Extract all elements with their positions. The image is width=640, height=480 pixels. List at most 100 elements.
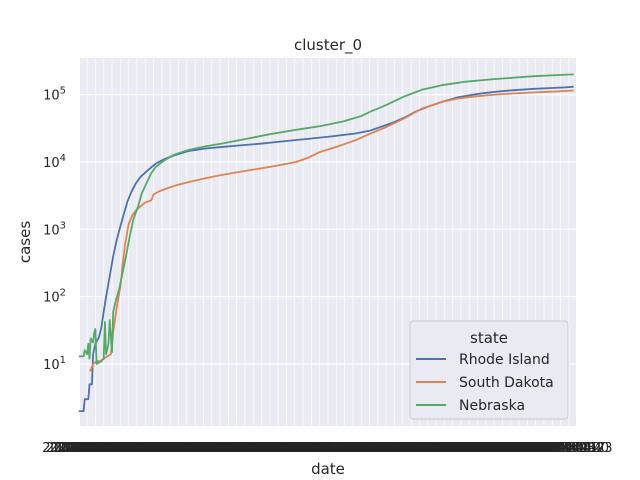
x-tick-label: 2020-06-12 — [163, 441, 239, 456]
x-tick-label: 2020-10-31 — [331, 441, 407, 456]
x-tick-label: 2021-04-17 — [530, 441, 606, 456]
x-tick-label: 2020-04-10 — [88, 441, 164, 456]
x-tick-label: 2021-01-14 — [420, 441, 496, 456]
x-tick-label: 2020-12-15 — [384, 441, 460, 456]
x-tick-label: 2020-12-09 — [377, 441, 453, 456]
x-tick-label: 2020-03-17 — [60, 441, 136, 456]
x-tick-label: 2021-04-20 — [533, 441, 609, 456]
x-tick-label: 2020-11-27 — [363, 441, 439, 456]
x-tick-label: 2020-08-08 — [231, 441, 307, 456]
x-tick-label: 2020-11-06 — [338, 441, 414, 456]
x-tick-label: 2020-03-08 — [49, 441, 125, 456]
x-tick-label: 2021-02-28 — [473, 441, 549, 456]
x-tick-label: 2020-03-14 — [56, 441, 132, 456]
x-tick-label: 2020-10-16 — [313, 441, 389, 456]
x-tick-label: 2020-11-12 — [345, 441, 421, 456]
x-tick-label: 2020-03-29 — [74, 441, 150, 456]
x-tick-label: 2021-04-05 — [516, 441, 592, 456]
x-tick-label: 2020-11-18 — [352, 441, 428, 456]
x-tick-label: 2020-09-01 — [259, 441, 335, 456]
x-tick-label: 2020-06-09 — [160, 441, 236, 456]
x-tick-label: 2021-02-01 — [441, 441, 517, 456]
x-tick-label: 2020-12-03 — [370, 441, 446, 456]
x-tick-label: 2020-07-12 — [199, 441, 275, 456]
x-tick-label: 2021-02-19 — [462, 441, 538, 456]
x-tick-label: 2020-06-21 — [174, 441, 250, 456]
y-tick-labels: 101 102 103 104 105 — [43, 86, 66, 373]
x-tick-label: 2020-06-30 — [185, 441, 261, 456]
x-tick-label: 2020-06-24 — [177, 441, 253, 456]
x-tick-label: 2020-11-15 — [348, 441, 424, 456]
x-tick-label: 2020-10-19 — [316, 441, 392, 456]
x-tick-label: 2020-10-13 — [309, 441, 385, 456]
y-tick-label: 101 — [43, 355, 66, 373]
x-tick-label: 2020-03-05 — [46, 441, 122, 456]
x-tick-label: 2021-04-02 — [512, 441, 588, 456]
x-tick-label: 2020-07-09 — [195, 441, 271, 456]
x-tick-label: 2020-12-27 — [398, 441, 474, 456]
x-tick-label: 2020-05-01 — [113, 441, 189, 456]
x-tick-label: 2020-05-07 — [121, 441, 197, 456]
y-tick-label: 103 — [43, 220, 66, 238]
x-tick-label: 2020-07-03 — [188, 441, 264, 456]
y-axis-label: cases — [16, 221, 34, 263]
x-tick-label: 2020-09-13 — [274, 441, 350, 456]
x-tick-label: 2020-08-20 — [245, 441, 321, 456]
x-tick-label: 2020-10-04 — [299, 441, 375, 456]
y-tick-label: 104 — [43, 153, 66, 171]
x-tick-label: 2021-02-10 — [452, 441, 528, 456]
x-tick-label: 2020-08-29 — [256, 441, 332, 456]
x-tick-label: 2020-09-07 — [266, 441, 342, 456]
chart-title: cluster_0 — [294, 36, 362, 55]
x-tick-label: 2020-03-23 — [67, 441, 143, 456]
x-tick-label: 2020-05-22 — [138, 441, 214, 456]
x-tick-label: 2020-09-10 — [270, 441, 346, 456]
x-tick-label: 2020-03-20 — [64, 441, 140, 456]
series-line-nebraska — [78, 73, 574, 365]
x-tick-label: 2021-03-24 — [501, 441, 577, 456]
legend-label-south-dakota: South Dakota — [459, 375, 554, 391]
x-tick-label: 2020-08-02 — [224, 441, 300, 456]
x-tick-label: 2020-08-14 — [238, 441, 314, 456]
x-tick-label: 2021-03-15 — [491, 441, 567, 456]
x-tick-label: 2021-03-09 — [484, 441, 560, 456]
x-tick-label: 2021-03-30 — [509, 441, 585, 456]
x-tick-label: 2021-03-03 — [477, 441, 553, 456]
series-line-south-dakota — [89, 89, 574, 372]
legend-title: state — [470, 329, 508, 347]
x-tick-label: 2020-07-18 — [206, 441, 282, 456]
x-tick-label: 2021-04-14 — [526, 441, 602, 456]
x-tick-labels: 2020-03-022020-03-052020-03-082020-03-11… — [42, 441, 612, 456]
x-tick-label: 2021-03-06 — [480, 441, 556, 456]
x-tick-label: 2021-02-22 — [466, 441, 542, 456]
x-tick-label: 2021-04-11 — [523, 441, 599, 456]
x-tick-label: 2020-11-03 — [334, 441, 410, 456]
x-tick-label: 2021-04-23 — [537, 441, 613, 456]
x-tick-label: 2020-12-12 — [380, 441, 456, 456]
x-tick-label: 2020-06-15 — [167, 441, 243, 456]
x-tick-label: 2020-09-28 — [291, 441, 367, 456]
x-tick-label: 2020-07-21 — [210, 441, 286, 456]
x-tick-label: 2020-03-02 — [42, 441, 118, 456]
x-tick-label: 2020-11-24 — [359, 441, 435, 456]
legend-box — [409, 320, 569, 420]
x-tick-label: 2020-08-05 — [227, 441, 303, 456]
y-tick-label: 105 — [43, 86, 66, 104]
x-tick-label: 2021-01-08 — [412, 441, 488, 456]
x-tick-label: 2020-03-11 — [53, 441, 129, 456]
x-tick-label: 2020-10-22 — [320, 441, 396, 456]
x-tick-label: 2020-10-01 — [295, 441, 371, 456]
x-tick-label: 2021-01-05 — [409, 441, 485, 456]
x-tick-label: 2020-07-15 — [202, 441, 278, 456]
x-tick-label: 2021-01-17 — [423, 441, 499, 456]
x-tick-label: 2020-11-21 — [355, 441, 431, 456]
x-tick-label: 2020-08-26 — [252, 441, 328, 456]
x-tick-label: 2020-08-17 — [242, 441, 318, 456]
x-tick-label: 2020-06-18 — [170, 441, 246, 456]
x-tick-label: 2020-04-04 — [81, 441, 157, 456]
x-tick-label: 2020-10-28 — [327, 441, 403, 456]
x-tick-label: 2020-04-13 — [92, 441, 168, 456]
x-tick-label: 2020-07-30 — [220, 441, 296, 456]
x-tick-label: 2020-12-06 — [373, 441, 449, 456]
